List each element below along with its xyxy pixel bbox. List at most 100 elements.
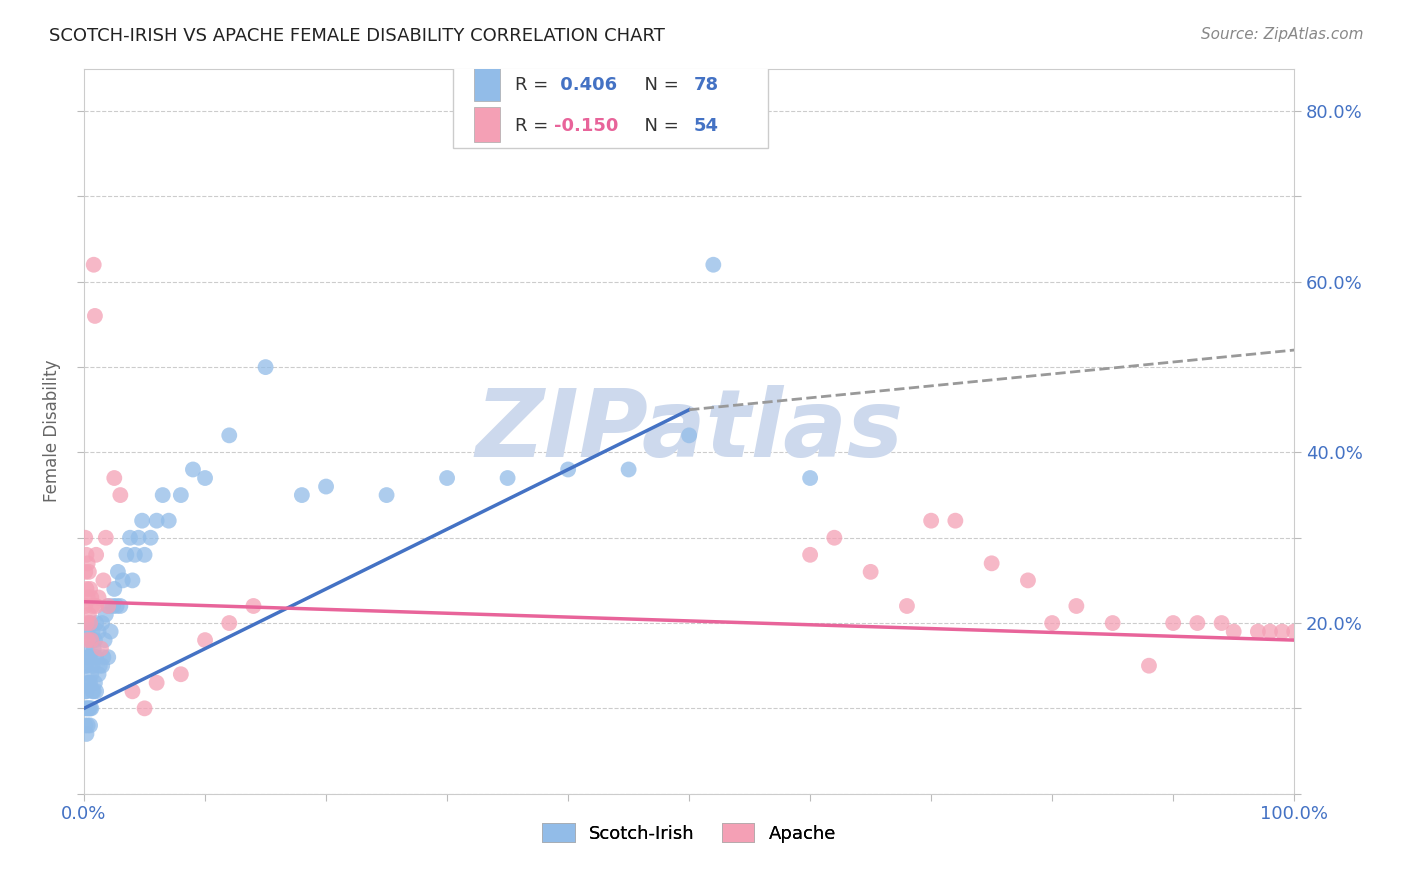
Point	[75, 641, 97, 656]
Point	[75, 727, 97, 741]
Point	[315, 479, 337, 493]
Point	[91, 615, 114, 630]
Text: N =: N =	[634, 118, 685, 136]
Point	[1066, 599, 1088, 613]
Point	[75, 684, 97, 698]
Point	[896, 599, 918, 613]
Legend: Scotch-Irish, Apache: Scotch-Irish, Apache	[534, 816, 844, 850]
Point	[82, 599, 104, 613]
Point	[194, 633, 217, 648]
Point	[87, 591, 110, 605]
Point	[194, 471, 217, 485]
Point	[170, 667, 193, 681]
Point	[702, 258, 724, 272]
Point	[76, 718, 98, 732]
Point	[110, 599, 132, 613]
Point	[84, 615, 107, 630]
Text: Source: ZipAtlas.com: Source: ZipAtlas.com	[1201, 27, 1364, 42]
Point	[76, 633, 98, 648]
Point	[93, 633, 115, 648]
Point	[131, 514, 153, 528]
Point	[101, 599, 124, 613]
Point	[103, 582, 125, 596]
Point	[920, 514, 942, 528]
Point	[79, 701, 101, 715]
Text: 0.406: 0.406	[554, 76, 617, 94]
Point	[80, 667, 103, 681]
Point	[218, 428, 240, 442]
Point	[79, 650, 101, 665]
Point	[170, 488, 193, 502]
Point	[859, 565, 882, 579]
Point	[82, 684, 104, 698]
FancyBboxPatch shape	[453, 58, 768, 148]
Point	[79, 615, 101, 630]
Text: R =: R =	[515, 118, 554, 136]
Point	[84, 675, 107, 690]
Point	[1258, 624, 1281, 639]
Point	[128, 531, 150, 545]
Point	[77, 565, 100, 579]
Point	[80, 701, 103, 715]
Text: SCOTCH-IRISH VS APACHE FEMALE DISABILITY CORRELATION CHART: SCOTCH-IRISH VS APACHE FEMALE DISABILITY…	[49, 27, 665, 45]
Text: -0.150: -0.150	[554, 118, 619, 136]
Point	[79, 718, 101, 732]
Point	[943, 514, 966, 528]
Point	[1137, 658, 1160, 673]
Point	[1247, 624, 1270, 639]
Point	[75, 599, 97, 613]
Point	[152, 488, 174, 502]
Point	[87, 667, 110, 681]
Point	[110, 488, 132, 502]
Point	[84, 684, 107, 698]
Point	[84, 599, 107, 613]
Point	[97, 599, 120, 613]
Point	[84, 548, 107, 562]
Point	[87, 624, 110, 639]
Point	[97, 599, 120, 613]
Point	[84, 650, 107, 665]
Point	[93, 650, 115, 665]
Point	[121, 574, 143, 588]
Point	[90, 641, 112, 656]
Point	[84, 309, 107, 323]
Point	[254, 360, 277, 375]
Point	[77, 607, 100, 622]
Point	[145, 675, 167, 690]
Text: R =: R =	[515, 76, 554, 94]
Point	[82, 658, 104, 673]
Point	[1017, 574, 1039, 588]
Point	[115, 548, 138, 562]
Point	[79, 675, 101, 690]
Point	[678, 428, 700, 442]
Point	[157, 514, 180, 528]
Point	[107, 565, 129, 579]
Point	[375, 488, 398, 502]
Point	[77, 650, 100, 665]
Point	[77, 675, 100, 690]
Point	[75, 701, 97, 715]
Point	[145, 514, 167, 528]
Point	[1161, 615, 1184, 630]
Point	[103, 471, 125, 485]
Point	[83, 258, 105, 272]
Point	[75, 701, 97, 715]
Point	[84, 633, 107, 648]
Point	[617, 462, 640, 476]
Point	[134, 548, 156, 562]
Point	[124, 548, 146, 562]
Point	[118, 531, 141, 545]
Point	[79, 615, 101, 630]
Point	[980, 557, 1002, 571]
Point	[218, 615, 240, 630]
Point	[75, 548, 97, 562]
Point	[83, 641, 105, 656]
Point	[80, 591, 103, 605]
Point	[1187, 615, 1209, 630]
Point	[76, 675, 98, 690]
Point	[75, 582, 97, 596]
Point	[80, 633, 103, 648]
Point	[242, 599, 264, 613]
Point	[94, 607, 117, 622]
Point	[75, 718, 97, 732]
